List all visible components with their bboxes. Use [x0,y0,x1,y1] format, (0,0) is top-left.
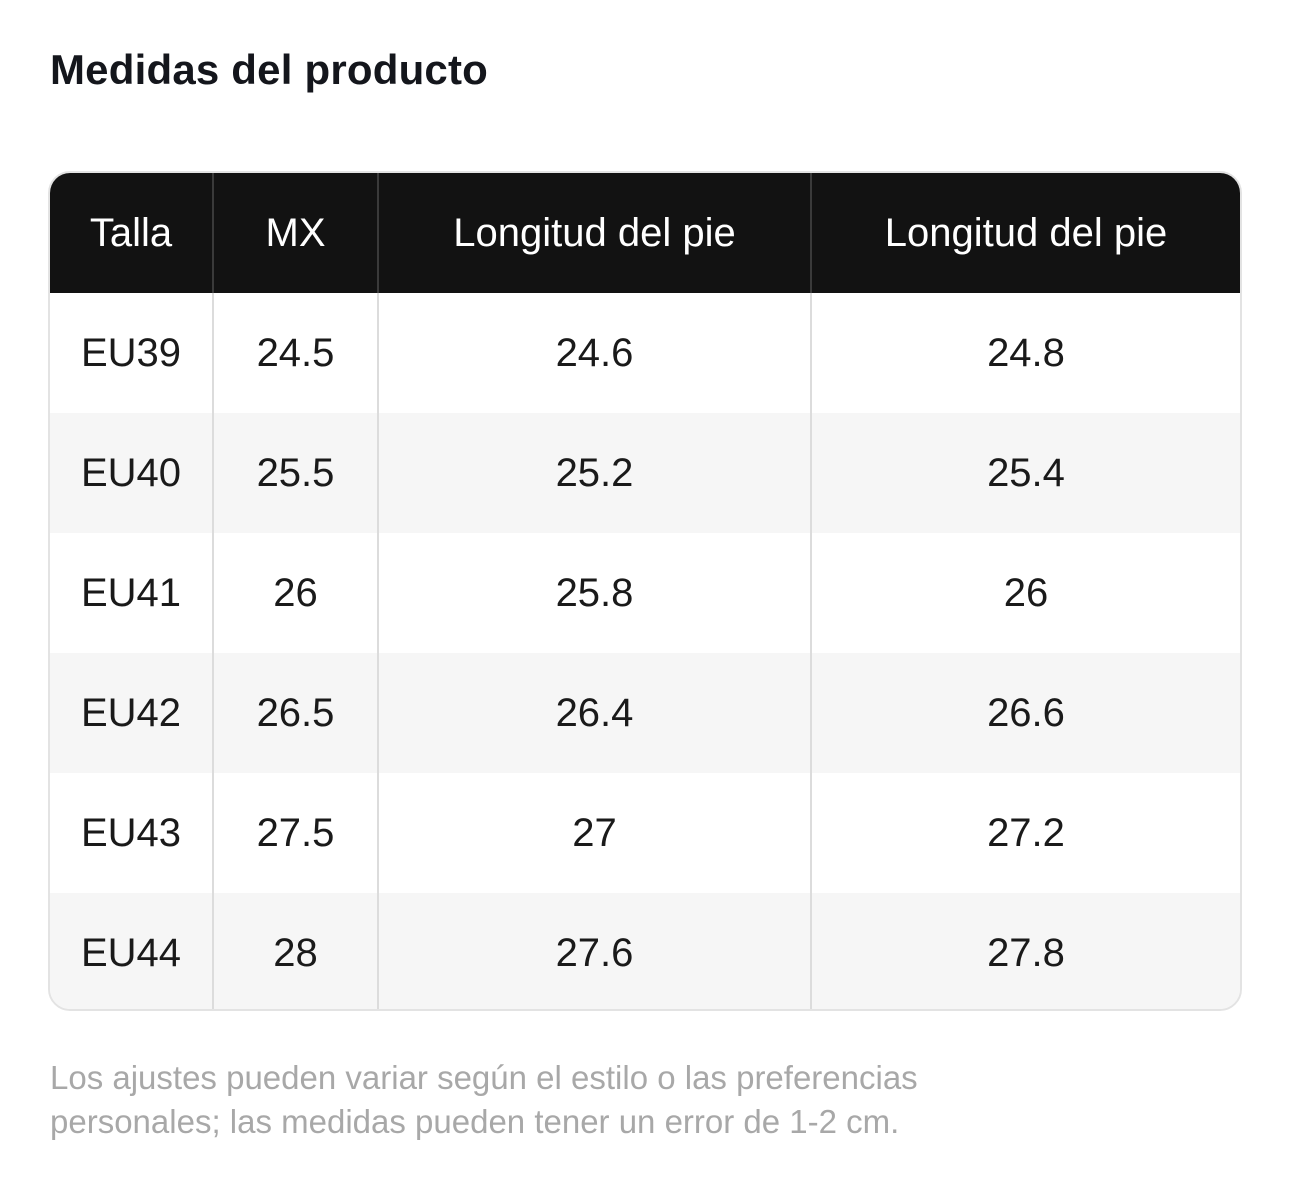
cell-talla: EU44 [50,893,214,1009]
table-row: EU42 26.5 26.4 26.6 [50,653,1240,773]
cell-foot-length-1: 26.4 [378,653,812,773]
cell-foot-length-2: 25.4 [811,413,1240,533]
cell-mx: 25.5 [213,413,379,533]
cell-mx: 24.5 [213,293,379,413]
cell-foot-length-2: 24.8 [811,293,1240,413]
table-row: EU44 28 27.6 27.8 [50,893,1240,1009]
cell-talla: EU40 [50,413,214,533]
cell-foot-length-1: 27 [378,773,812,893]
cell-talla: EU41 [50,533,214,653]
table-row: EU40 25.5 25.2 25.4 [50,413,1240,533]
table-row: EU43 27.5 27 27.2 [50,773,1240,893]
cell-foot-length-1: 27.6 [378,893,812,1009]
cell-foot-length-1: 25.2 [378,413,812,533]
cell-foot-length-2: 26.6 [811,653,1240,773]
header-talla: Talla [50,173,214,293]
cell-foot-length-1: 25.8 [378,533,812,653]
cell-foot-length-2: 26 [811,533,1240,653]
cell-talla: EU42 [50,653,214,773]
header-foot-length-2: Longitud del pie [811,173,1240,293]
cell-mx: 27.5 [213,773,379,893]
size-table: Talla MX Longitud del pie Longitud del p… [50,173,1240,1009]
header-foot-length-1: Longitud del pie [378,173,812,293]
disclaimer-note: Los ajustes pueden variar según el estil… [50,1056,1150,1144]
cell-foot-length-1: 24.6 [378,293,812,413]
cell-talla: EU43 [50,773,214,893]
disclaimer-line-2: personales; las medidas pueden tener un … [50,1103,900,1140]
size-table-container: Talla MX Longitud del pie Longitud del p… [48,171,1242,1011]
disclaimer-line-1: Los ajustes pueden variar según el estil… [50,1059,918,1096]
cell-mx: 26.5 [213,653,379,773]
cell-talla: EU39 [50,293,214,413]
table-header-row: Talla MX Longitud del pie Longitud del p… [50,173,1240,293]
table-row: EU39 24.5 24.6 24.8 [50,293,1240,413]
cell-foot-length-2: 27.8 [811,893,1240,1009]
page-title: Medidas del producto [50,46,489,93]
table-row: EU41 26 25.8 26 [50,533,1240,653]
cell-mx: 26 [213,533,379,653]
cell-foot-length-2: 27.2 [811,773,1240,893]
cell-mx: 28 [213,893,379,1009]
header-mx: MX [213,173,379,293]
